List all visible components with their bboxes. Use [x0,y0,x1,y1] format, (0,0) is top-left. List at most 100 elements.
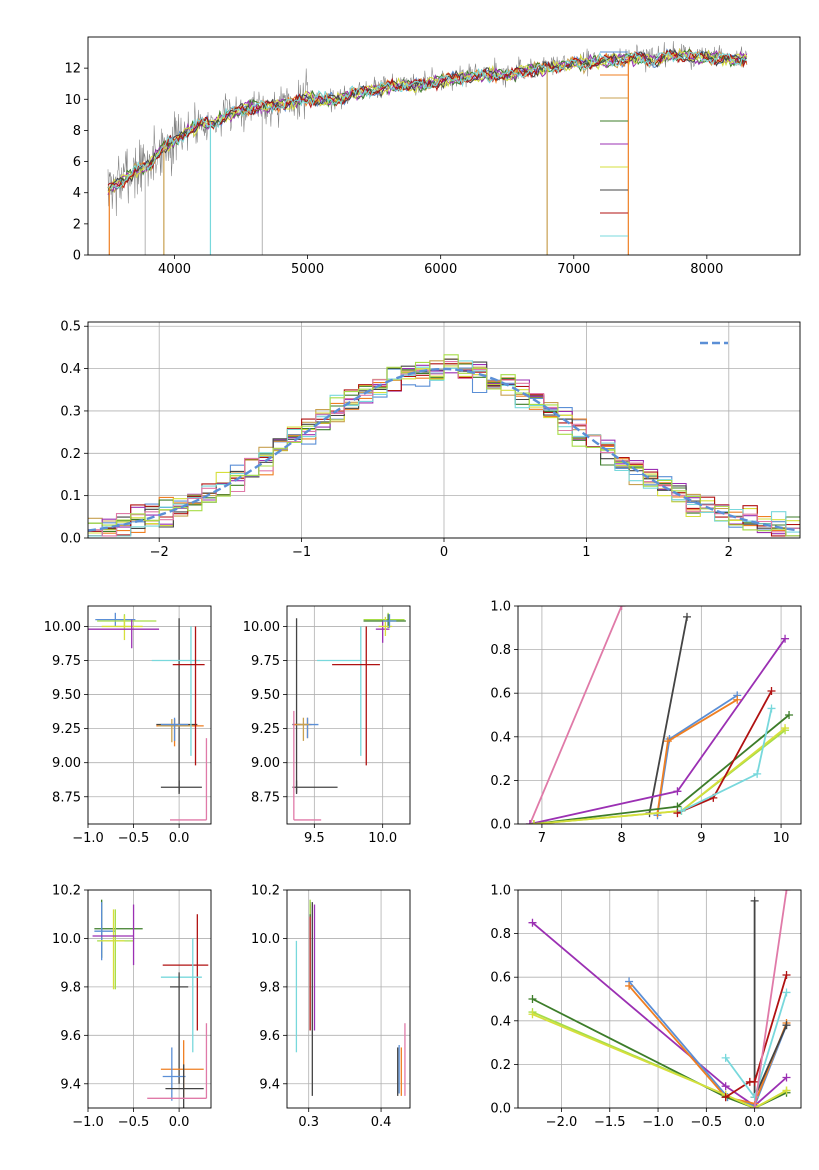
weight-marker [750,1093,759,1102]
plot-area [525,606,794,824]
y-tick-label: 1.0 [490,884,511,899]
y-tick-label: 6 [73,155,81,170]
errorbar-point [147,1023,208,1099]
y-tick-label: 0.0 [490,818,511,833]
weight-marker [781,634,790,643]
weight-series [532,998,787,1108]
weight-series [725,974,788,1098]
weight-series [531,922,788,1107]
axes-frame [286,889,411,1109]
weight-marker [781,724,790,733]
weight-marker [750,1104,759,1108]
weight-marker [750,896,759,905]
plot-area [107,41,748,255]
x-tick-label: 7000 [557,262,590,277]
y-tick-label: 0 [73,249,81,264]
weight-marker [782,890,791,894]
plot-weight_vs_age: 7 8 9 10 0.0 0.2 0.4 0.6 0.8 1.0 [490,600,802,846]
weight-series [532,1011,787,1108]
errorbar-point [99,909,125,990]
x-tick-label: 4000 [158,262,191,277]
weight-marker [663,737,672,746]
plot-mass_vs_Z: −1.0 −0.5 0.0 9.4 9.6 9.8 10.0 10.2 [52,884,212,1130]
y-tick-label: 0.6 [490,687,511,702]
observed-spectrum [107,41,747,217]
errorbar-point [94,902,116,961]
y-tick-label: 0.0 [60,532,81,547]
x-tick-label: 6000 [424,262,457,277]
y-tick-label: 0.2 [60,447,81,462]
y-tick-label: 0.1 [60,489,81,504]
x-tick-label: −2 [150,545,169,560]
axes-frame [517,605,802,825]
x-tick-label: 0.3 [298,1115,319,1130]
x-tick-label: −1.0 [72,1115,104,1130]
y-tick-label: 9.75 [52,654,81,669]
errorbar-point [162,914,209,1031]
x-tick-label: −0.5 [118,1115,150,1130]
x-tick-label: −1 [292,545,311,560]
errorbar-point [97,614,157,628]
weight-marker [529,820,538,824]
plot-area [88,612,208,821]
plot-area [292,612,406,821]
y-tick-label: 10.0 [251,932,280,947]
x-tick-label: 1 [582,545,590,560]
weight-marker [782,971,791,980]
x-tick-label: 0 [440,545,448,560]
x-tick-label: 9 [697,831,705,846]
axes-frame [517,889,802,1109]
errorbar-point [160,938,202,1053]
weight-marker [782,1086,791,1095]
errorbar-point [92,904,135,966]
y-tick-label: 2 [73,217,81,232]
y-tick-label: 9.6 [259,1029,280,1044]
errorbar-point [101,615,143,641]
x-tick-label: 7 [538,831,546,846]
y-tick-label: 9.25 [52,722,81,737]
errorbar-point [95,612,136,627]
x-tick-label: −1.0 [642,1115,674,1130]
errorbar-point [151,626,201,756]
y-tick-label: 10 [64,93,81,108]
axes-frame [87,36,801,256]
axes-frame [286,605,411,825]
x-tick-label: 0.0 [169,831,190,846]
errorbar-point [375,619,390,643]
errorbar-point [156,719,204,747]
axes-frame [87,889,212,1109]
legend [700,341,728,345]
x-tick-label: 8 [617,831,625,846]
errorbar-point [292,780,338,795]
x-tick-label: 0.0 [169,1115,190,1130]
weight-marker [750,1077,759,1086]
plot-area [92,899,209,1108]
legend [600,51,628,237]
y-tick-label: 10.00 [44,620,81,635]
y-tick-label: 9.6 [60,1029,81,1044]
plot-area [295,899,406,1096]
y-tick-label: 0.3 [60,404,81,419]
x-tick-label: −0.5 [691,1115,723,1130]
y-tick-label: 9.8 [60,980,81,995]
errorbar-point [296,717,309,741]
weight-series [753,890,788,1108]
weight-marker [733,695,742,704]
y-tick-label: 9.50 [251,688,280,703]
x-tick-label: 0.4 [371,1115,392,1130]
x-tick-label: −1.0 [72,831,104,846]
y-tick-label: 9.25 [251,722,280,737]
errorbar-point [170,972,189,1084]
weight-series [533,714,790,824]
residual-histogram [88,354,800,537]
y-tick-label: 12 [64,62,81,77]
weight-series [656,698,738,814]
weight-marker [721,1053,730,1062]
weight-marker [528,1010,537,1019]
y-tick-label: 9.75 [251,654,280,669]
y-tick-label: 9.50 [52,688,81,703]
weight-series [648,616,688,814]
y-tick-label: 4 [73,186,81,201]
errorbar-point [172,626,205,766]
weight-marker [677,806,686,815]
